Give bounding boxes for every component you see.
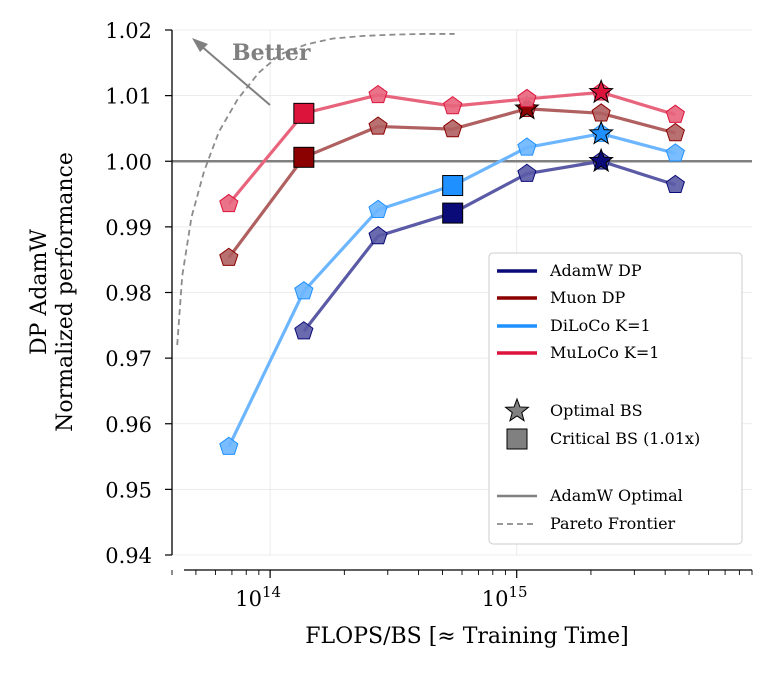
legend-label: DiLoCo K=1 <box>550 316 651 335</box>
y-tick-label: 0.98 <box>105 282 152 306</box>
legend-label: Optimal BS <box>550 401 643 420</box>
muon-dp-point <box>219 247 239 266</box>
series-adamw-dp <box>294 147 685 340</box>
muloco-k-1-point <box>368 84 388 104</box>
y-axis-title-line-1: DP AdamW <box>27 229 52 355</box>
legend-label: MuLoCo K=1 <box>550 343 659 362</box>
legend-square-icon <box>506 428 528 450</box>
diloco-k-1-point <box>294 281 314 300</box>
legend-box <box>488 252 743 545</box>
muon-dp-point <box>443 118 463 138</box>
series-muon-dp <box>219 95 685 266</box>
muon-dp-point <box>368 116 388 135</box>
diloco-k-1-point <box>517 137 537 156</box>
y-tick-label: 0.96 <box>105 413 152 437</box>
x-tick-label: 1015 <box>482 583 528 611</box>
adamw-dp-point <box>368 225 388 245</box>
better-arrow-shaft <box>199 44 271 106</box>
muloco-k-1-point <box>219 193 239 213</box>
y-tick-label: 0.94 <box>105 544 152 568</box>
series-diloco-k-1 <box>219 120 685 455</box>
legend-label: AdamW Optimal <box>549 486 683 505</box>
better-label: Better <box>232 40 311 66</box>
muon-dp-critical-bs-marker <box>293 146 315 168</box>
y-axis-title-line-2: Normalized performance <box>53 152 78 432</box>
series-muloco-k-1 <box>219 78 685 213</box>
muon-dp-point <box>665 122 685 142</box>
diloco-k-1-point <box>219 436 239 455</box>
y-tick-label: 1.02 <box>105 19 152 43</box>
muloco-k-1-point <box>665 104 685 123</box>
y-tick-label: 1.01 <box>105 85 152 109</box>
x-tick-label: 1014 <box>235 583 281 611</box>
series-layer <box>219 78 685 455</box>
y-tick-label: 0.97 <box>105 347 152 371</box>
adamw-dp-optimal-bs-marker <box>588 147 614 173</box>
muon-dp-optimal-bs-marker <box>514 95 540 120</box>
legend-label: Muon DP <box>550 288 626 307</box>
legend-label: AdamW DP <box>549 261 642 280</box>
legend: AdamW DP Muon DP DiLoCo K=1 MuLoCo K=1 Optim… <box>488 252 743 545</box>
adamw-dp-point <box>294 321 314 340</box>
diloco-k-1-point <box>665 143 685 162</box>
muloco-k-1-point <box>517 88 537 108</box>
adamw-dp-critical-bs-marker <box>442 202 464 224</box>
axes: 0.94 0.95 0.96 0.97 0.98 0.99 1.00 1.01 1.02 1014… <box>27 19 753 649</box>
pareto-frontier-layer <box>176 33 455 346</box>
annotation-layer: Better <box>192 38 311 106</box>
x-axis-title: FLOPS/BS [≈ Training Time] <box>305 624 628 649</box>
legend-label: Pareto Frontier <box>550 514 676 533</box>
diloco-k-1-optimal-bs-marker <box>588 120 614 145</box>
legend-label: Critical BS (1.01x) <box>550 429 700 448</box>
muon-dp-point <box>591 103 611 122</box>
muloco-k-1-point <box>443 96 463 115</box>
pareto-frontier-line <box>176 33 455 346</box>
adamw-dp-line <box>302 159 676 333</box>
y-tick-label: 0.99 <box>105 216 152 240</box>
y-tick-label: 0.95 <box>105 478 152 502</box>
y-tick-label: 1.00 <box>105 150 152 174</box>
better-arrow-head <box>192 38 208 52</box>
diloco-k-1-point <box>368 199 388 218</box>
muloco-k-1-critical-bs-marker <box>293 102 315 124</box>
legend-star-icon <box>504 397 530 422</box>
adamw-dp-point <box>517 163 537 182</box>
diloco-k-1-critical-bs-marker <box>442 175 464 197</box>
adamw-dp-point <box>665 174 685 194</box>
muloco-k-1-optimal-bs-marker <box>588 78 614 104</box>
